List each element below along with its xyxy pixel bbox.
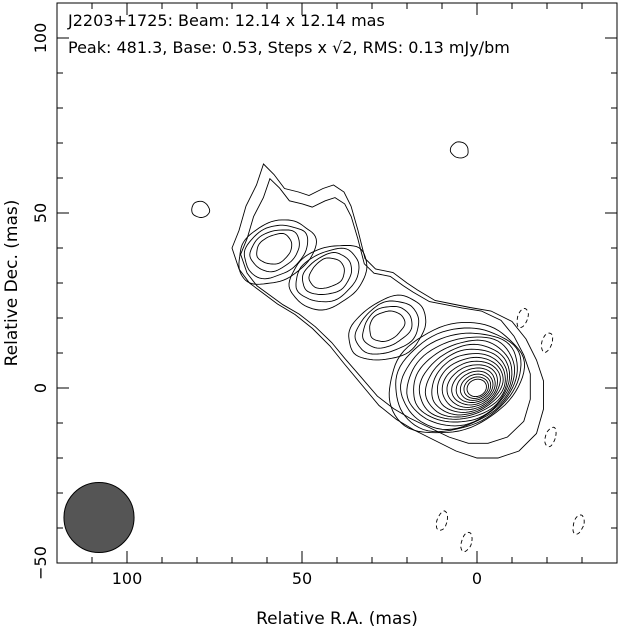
contour-component [295, 247, 360, 303]
beam-ellipse [63, 481, 135, 554]
contour-component [256, 232, 293, 265]
contour-component [369, 310, 406, 342]
contour-component [249, 229, 300, 273]
contour-layer [191, 141, 585, 553]
contour-core [406, 336, 516, 427]
contour-component [243, 224, 309, 280]
contour-core [431, 353, 506, 416]
contour-core [455, 370, 494, 403]
contour-core [446, 364, 498, 408]
contour-component [354, 300, 420, 355]
contour-component [348, 294, 427, 361]
contour-core [388, 321, 525, 434]
contour-isolated [191, 200, 211, 218]
contour-core [466, 378, 487, 398]
contour-core [413, 339, 513, 423]
contour-outer [231, 163, 544, 459]
x-axis-label: Relative R.A. (mas) [256, 609, 418, 629]
plot-frame [56, 2, 618, 564]
contour-isolated [449, 141, 469, 159]
y-tick-label-100: 100 [31, 23, 50, 54]
contour-negative [460, 531, 473, 553]
y-tick-label-0: 0 [31, 383, 50, 393]
contour-component [302, 252, 353, 295]
y-axis-label: Relative Dec. (mas) [2, 200, 22, 367]
contour-negative [516, 307, 529, 329]
x-tick-label-100: 100 [112, 569, 143, 588]
contour-component [308, 257, 345, 289]
contour-core [451, 367, 496, 406]
contour-negative [435, 510, 448, 531]
contour-negative [544, 426, 557, 448]
contour-core [463, 376, 489, 399]
contour-core [424, 348, 508, 418]
contour-core [395, 327, 522, 433]
contour-component [362, 305, 413, 349]
contour-outer [240, 177, 531, 444]
contour-core [418, 343, 511, 420]
contour-negative [572, 514, 585, 535]
x-tick-label-50: 50 [292, 569, 312, 588]
contour-core [436, 356, 504, 413]
y-tick-label-minus50: −50 [31, 546, 50, 580]
contour-core [459, 373, 492, 401]
chart-title-line1: J2203+1725: Beam: 12.14 x 12.14 mas [67, 11, 385, 30]
chart-title-line2: Peak: 481.3, Base: 0.53, Steps x √2, RMS… [68, 38, 510, 57]
contour-negative [541, 332, 554, 354]
x-tick-label-0: 0 [472, 569, 482, 588]
contour-component [238, 219, 317, 285]
contour-core [400, 332, 518, 430]
y-tick-label-50: 50 [31, 203, 50, 223]
contour-component [288, 245, 368, 311]
contour-core [441, 360, 501, 411]
